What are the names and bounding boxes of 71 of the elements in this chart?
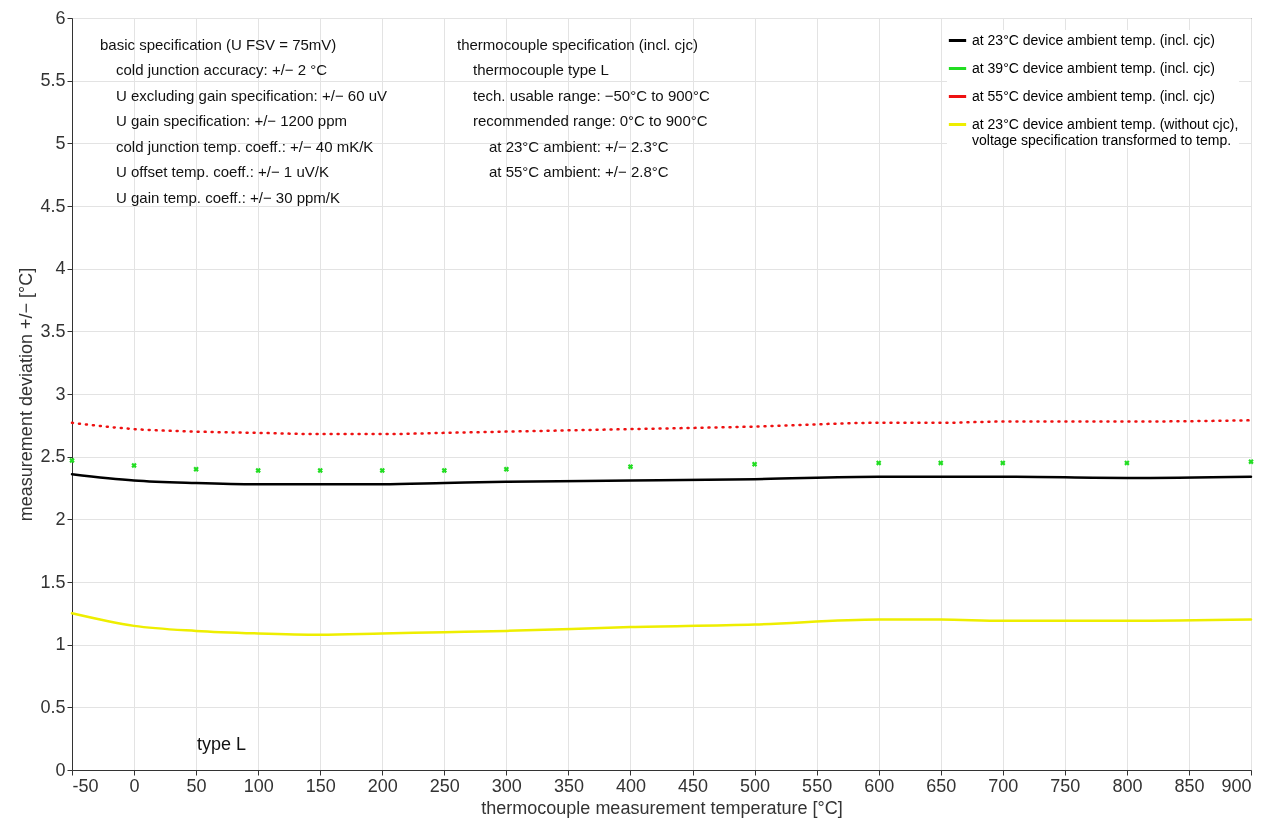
line-series [70,472,1253,486]
annotation: U gain temp. coeff.: +/− 30 ppm/K [116,189,341,206]
line-series [70,612,1253,636]
y-tick-label: 5 [55,132,66,153]
annotation: cold junction accuracy: +/− 2 °C [116,61,328,78]
y-tick-label: 1 [55,634,66,655]
legend-label: at 55°C device ambient temp. (incl. cjc) [972,87,1215,104]
point [1248,458,1254,465]
annotation: U offset temp. coeff.: +/− 1 uV/K [116,163,329,180]
y-tick-label: 4 [55,258,66,279]
point [317,467,323,474]
y-tick-label: 3 [55,383,66,404]
point [193,466,199,472]
point [751,461,758,467]
y-axis-title: measurement deviation +/− [°C] [16,267,37,522]
y-tick-label: 6 [55,7,66,28]
point [627,463,634,470]
x-axis-title: thermocouple measurement temperature [°C] [481,797,843,818]
annotation: U excluding gain specification: +/− 60 uV [116,87,388,104]
point [503,466,510,472]
point [131,462,137,469]
y-tick-label: 3.5 [40,320,66,341]
y-tick-label: 5.5 [40,70,66,91]
x-tick-label: 550 [802,775,833,796]
x-tick-label: 350 [553,775,584,796]
x-tick-label: 150 [305,775,336,796]
x-tick-label: 50 [186,775,207,796]
annotation: thermocouple type L [473,61,609,78]
x-tick-label: 600 [864,775,895,796]
y-tick-label: 1.5 [40,571,66,592]
point [938,460,944,466]
x-tick-label: 650 [926,775,957,796]
x-tick-label: 900 [1221,775,1252,796]
annotation: basic specification (U FSV = 75mV) [100,36,337,53]
y-tick-label: 0.5 [40,696,66,717]
annotation: thermocouple specification (incl. cjc) [457,36,698,53]
y-tick-label: 2 [55,508,66,529]
y-tick-label: 0 [55,759,66,780]
x-tick-label: 800 [1112,775,1143,796]
point [255,467,261,474]
x-tick-label: 0 [129,775,140,796]
point [875,460,882,466]
point [1124,460,1130,466]
x-tick-label: 300 [491,775,522,796]
x-tick-label: 250 [429,775,460,796]
y-tick-label: 4.5 [40,195,66,216]
x-tick-label: 750 [1050,775,1081,796]
annotation: cold junction temp. coeff.: +/− 40 mK/K [116,138,374,155]
x-tick-label: 500 [740,775,771,796]
x-tick-label: -50 [72,775,99,796]
annotation: recommended range: 0°C to 900°C [473,112,708,129]
annotation: tech. usable range: −50°C to 900°C [473,87,710,104]
annotation: at 55°C ambient: +/− 2.8°C [489,163,669,180]
annotation: type L [197,734,247,754]
x-tick-label: 100 [243,775,274,796]
x-tick-label: 700 [988,775,1019,796]
annotation: at 23°C ambient: +/− 2.3°C [489,138,669,155]
x-tick-label: 450 [678,775,709,796]
point [379,467,385,474]
annotation: U gain specification: +/− 1200 ppm [116,112,347,129]
point [1000,460,1006,466]
x-tick-label: 850 [1174,775,1205,796]
legend-label: at 39°C device ambient temp. (incl. cjc) [972,59,1215,76]
legend-label: at 23°C device ambient temp. (incl. cjc) [972,31,1215,48]
y-tick-label: 2.5 [40,446,66,467]
legend-label: at 23°C device ambient temp. (without cjc), voltage specification transformed to temp. [972,115,1239,148]
x-tick-label: 400 [615,775,646,796]
point [441,467,448,474]
line-series [70,419,1253,436]
point [69,457,75,464]
x-tick-label: 200 [367,775,398,796]
